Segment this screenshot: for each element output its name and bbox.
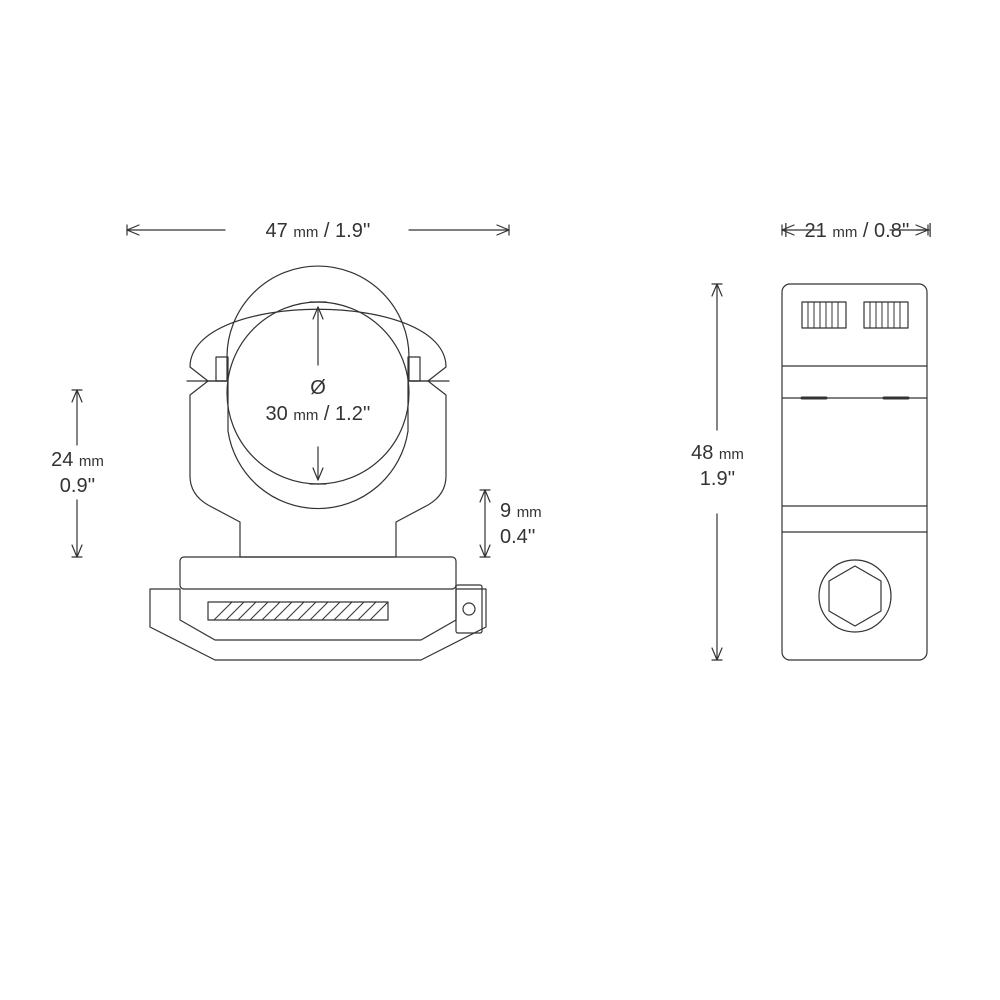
dim-width-mm: 47: [266, 220, 288, 242]
dim-height: 48 mm 1.9'': [675, 440, 760, 492]
dim-height-unit: mm: [719, 446, 744, 463]
dim-depth: ⊢ 21 mm / 0.8'' ⊣: [757, 218, 957, 244]
dim-depth-unit: mm: [832, 224, 857, 241]
dim-width-unit: mm: [293, 224, 318, 241]
dim-gap: 9 mm 0.4'': [500, 498, 580, 550]
dim-diameter-mm: 30: [266, 403, 288, 425]
dim-width-inch: 1.9'': [335, 220, 370, 242]
dim-depth-inch: 0.8'': [874, 220, 909, 242]
dim-depth-mm: 21: [805, 220, 827, 242]
dim-gap-inch: 0.4'': [500, 526, 535, 548]
dim-height-inch: 1.9'': [700, 468, 735, 490]
dim-diameter: Ø 30 mm / 1.2'': [248, 375, 388, 427]
dim-saddle-unit: mm: [79, 453, 104, 470]
dim-diameter-inch: 1.2'': [335, 403, 370, 425]
dim-diameter-unit: mm: [293, 407, 318, 424]
dim-height-mm: 48: [691, 442, 713, 464]
dim-saddle: 24 mm 0.9'': [35, 447, 120, 499]
dim-gap-mm: 9: [500, 500, 511, 522]
dim-saddle-inch: 0.9'': [60, 475, 95, 497]
dim-width: 47 mm / 1.9'': [228, 218, 408, 244]
diameter-symbol: Ø: [310, 377, 326, 399]
dim-saddle-mm: 24: [51, 449, 73, 471]
dim-gap-unit: mm: [517, 504, 542, 521]
